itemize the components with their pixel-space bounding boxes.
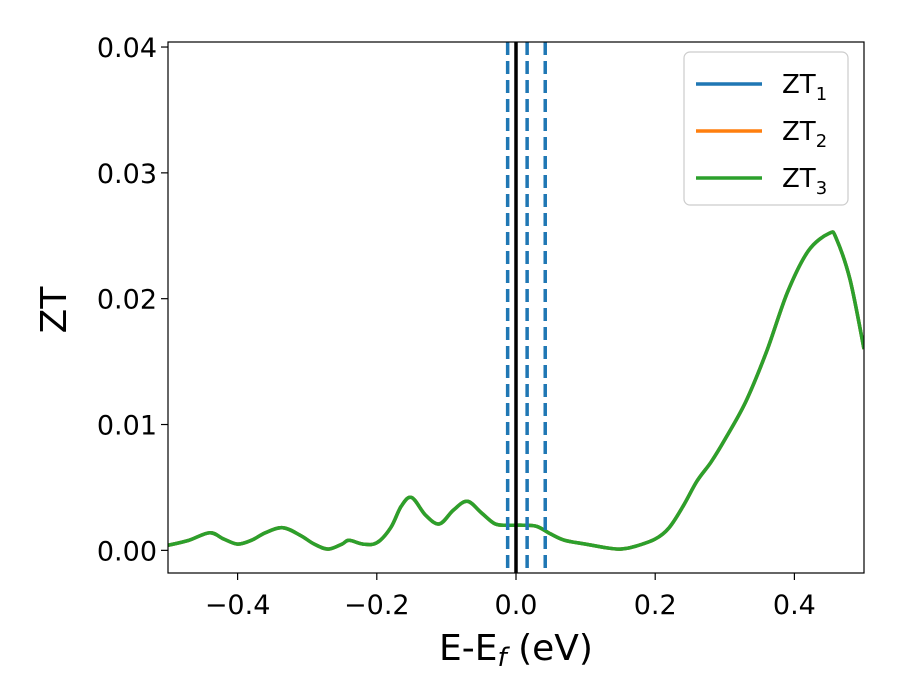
y-tick-label: 0.01 [97, 411, 157, 442]
y-tick-label: 0.02 [97, 285, 157, 316]
legend-label-2: ZT2 [782, 117, 827, 152]
legend-box [683, 51, 849, 206]
y-tick-label: 0.03 [97, 159, 157, 190]
legend: ZT1 ZT2 ZT3 [683, 51, 849, 206]
y-tick-label: 0.04 [97, 33, 157, 64]
x-tick-label: −0.2 [344, 590, 410, 621]
x-axis-label: E-Ef (eV) [439, 628, 593, 673]
y-tick-label: 0.00 [97, 536, 157, 567]
legend-label-1: ZT1 [782, 70, 827, 105]
legend-label-3: ZT3 [782, 164, 827, 199]
x-tick-label: 0.0 [495, 590, 538, 621]
x-tick-label: −0.4 [205, 590, 271, 621]
series-line-3 [168, 230, 864, 551]
x-tick-label: 0.2 [634, 590, 677, 621]
plot-area [168, 230, 864, 551]
x-axis: −0.4 −0.2 0.0 0.2 0.4 [205, 573, 816, 621]
y-axis-label: ZT [34, 286, 75, 334]
reference-lines [505, 42, 547, 573]
y-axis: 0.00 0.01 0.02 0.03 0.04 [97, 33, 168, 567]
x-tick-label: 0.4 [773, 590, 816, 621]
